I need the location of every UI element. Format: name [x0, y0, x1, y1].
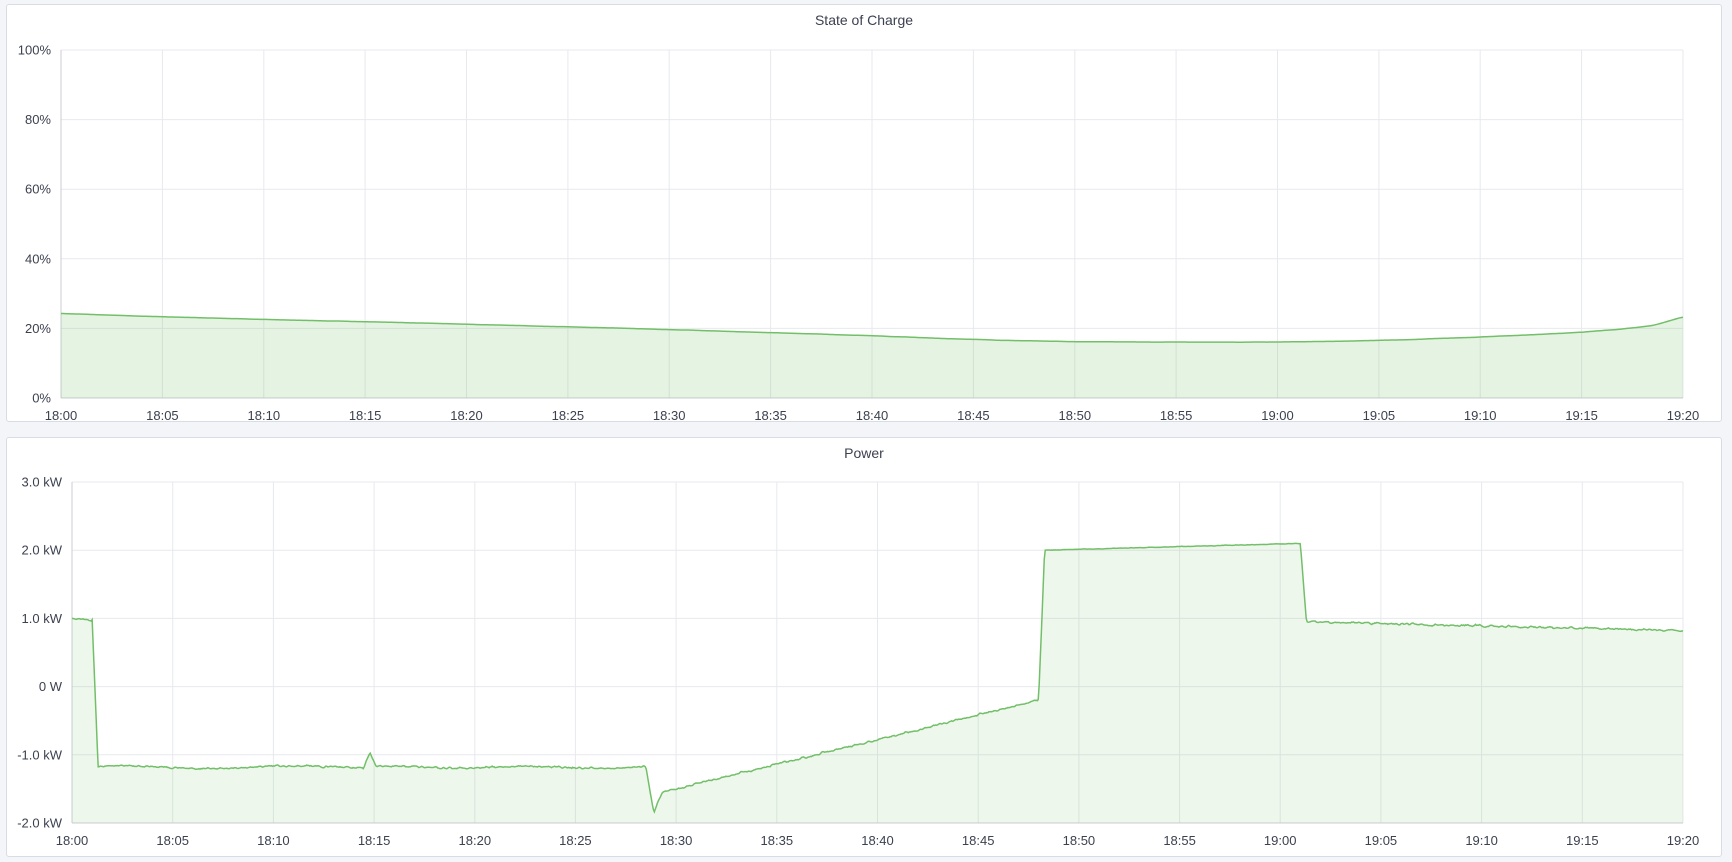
svg-text:20%: 20%: [25, 321, 51, 336]
svg-text:18:45: 18:45: [957, 408, 990, 422]
svg-text:18:15: 18:15: [349, 408, 382, 422]
svg-text:18:40: 18:40: [856, 408, 889, 422]
svg-text:19:05: 19:05: [1363, 408, 1396, 422]
svg-text:40%: 40%: [25, 251, 51, 266]
svg-text:18:55: 18:55: [1163, 833, 1196, 848]
svg-text:19:05: 19:05: [1365, 833, 1398, 848]
svg-text:18:20: 18:20: [450, 408, 483, 422]
svg-text:18:10: 18:10: [257, 833, 290, 848]
svg-text:18:10: 18:10: [248, 408, 281, 422]
svg-text:18:50: 18:50: [1063, 833, 1096, 848]
svg-text:19:10: 19:10: [1464, 408, 1497, 422]
svg-text:19:15: 19:15: [1566, 833, 1599, 848]
svg-text:0%: 0%: [32, 391, 51, 406]
svg-text:18:20: 18:20: [459, 833, 492, 848]
svg-text:18:45: 18:45: [962, 833, 995, 848]
svg-text:80%: 80%: [25, 112, 51, 127]
svg-text:18:15: 18:15: [358, 833, 391, 848]
svg-text:18:30: 18:30: [660, 833, 693, 848]
svg-text:19:20: 19:20: [1667, 408, 1700, 422]
svg-text:2.0 kW: 2.0 kW: [22, 543, 63, 558]
svg-text:100%: 100%: [18, 43, 52, 58]
svg-text:19:00: 19:00: [1261, 408, 1294, 422]
svg-text:0 W: 0 W: [39, 679, 63, 694]
svg-text:60%: 60%: [25, 182, 51, 197]
svg-text:19:10: 19:10: [1465, 833, 1498, 848]
svg-text:18:00: 18:00: [56, 833, 89, 848]
svg-text:18:35: 18:35: [761, 833, 794, 848]
svg-text:18:05: 18:05: [156, 833, 189, 848]
svg-text:19:15: 19:15: [1565, 408, 1598, 422]
svg-text:3.0 kW: 3.0 kW: [22, 475, 63, 490]
svg-text:-2.0 kW: -2.0 kW: [17, 816, 63, 831]
svg-text:19:00: 19:00: [1264, 833, 1297, 848]
svg-text:19:20: 19:20: [1667, 833, 1700, 848]
svg-text:18:35: 18:35: [754, 408, 787, 422]
svg-text:18:25: 18:25: [559, 833, 592, 848]
svg-text:18:50: 18:50: [1059, 408, 1092, 422]
svg-text:18:00: 18:00: [45, 408, 78, 422]
svg-text:1.0 kW: 1.0 kW: [22, 611, 63, 626]
svg-text:-1.0 kW: -1.0 kW: [17, 747, 63, 762]
svg-text:18:25: 18:25: [552, 408, 585, 422]
svg-text:18:30: 18:30: [653, 408, 686, 422]
svg-text:18:55: 18:55: [1160, 408, 1193, 422]
svg-text:18:40: 18:40: [861, 833, 894, 848]
svg-text:18:05: 18:05: [146, 408, 179, 422]
